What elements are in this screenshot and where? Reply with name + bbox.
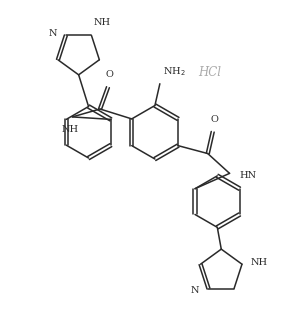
Text: NH$_2$: NH$_2$ — [163, 65, 186, 78]
Text: N: N — [191, 286, 200, 295]
Text: N: N — [48, 29, 57, 38]
Text: O: O — [211, 115, 219, 124]
Text: O: O — [105, 70, 113, 79]
Text: NH: NH — [93, 19, 110, 28]
Text: HCl: HCl — [198, 66, 221, 79]
Text: NH: NH — [62, 125, 79, 134]
Text: NH: NH — [251, 258, 268, 267]
Text: HN: HN — [240, 171, 257, 180]
